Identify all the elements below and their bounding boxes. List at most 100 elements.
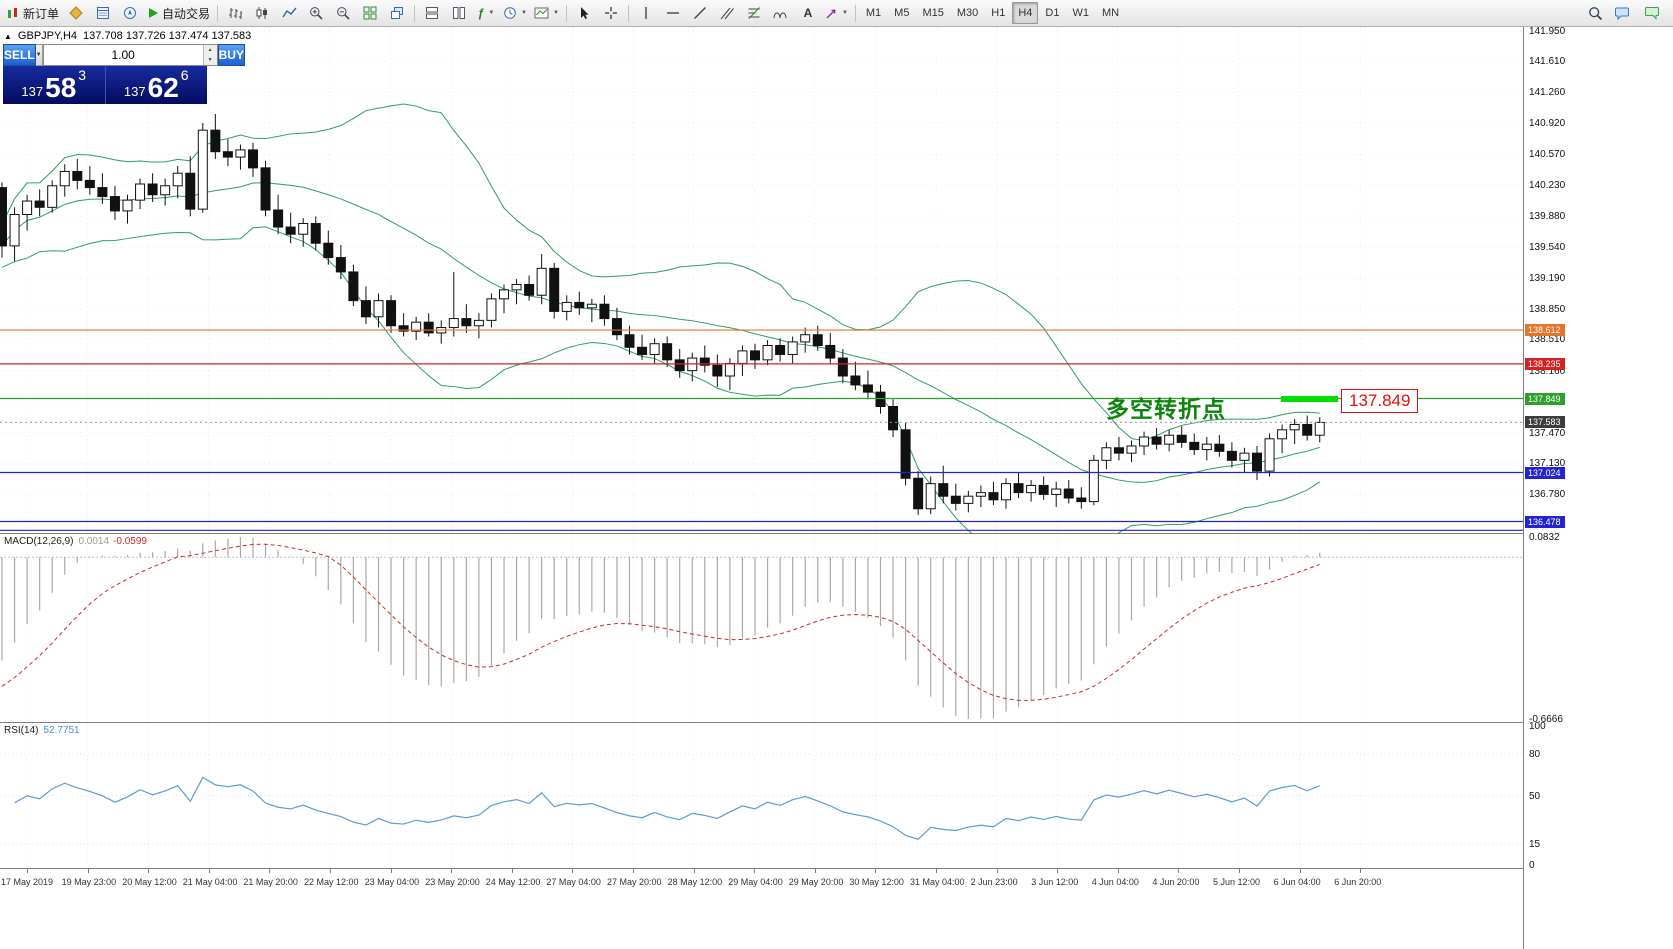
tf-d1-button[interactable]: D1 xyxy=(1039,2,1065,24)
time-tick xyxy=(87,869,89,873)
autotrade-button[interactable]: 自动交易 xyxy=(144,2,213,24)
tf-m1-button[interactable]: M1 xyxy=(860,2,887,24)
buy-price[interactable]: 137 62 6 xyxy=(104,66,208,104)
ohlc-quote: 137.708 137.726 137.474 137.583 xyxy=(83,30,252,42)
volume-decrease-button[interactable]: ▼ xyxy=(203,55,217,65)
zoom-out-button[interactable] xyxy=(330,2,356,24)
chevron-down-icon: ▼ xyxy=(841,10,848,16)
new-order-label: 新订单 xyxy=(23,6,60,21)
turning-point-marker[interactable] xyxy=(1281,396,1338,402)
templates-button[interactable]: ▼ xyxy=(531,2,562,24)
tf-m5-button[interactable]: M5 xyxy=(888,2,915,24)
tf-m15-button[interactable]: M15 xyxy=(916,2,949,24)
tile-vertical-button[interactable] xyxy=(446,2,472,24)
time-label: 6 Jun 20:00 xyxy=(1334,877,1382,887)
candlestick-chart[interactable] xyxy=(0,27,1523,533)
candlestick-chart-button[interactable] xyxy=(249,2,275,24)
tf-w1-button[interactable]: W1 xyxy=(1066,2,1095,24)
tf-mn-button[interactable]: MN xyxy=(1096,2,1125,24)
time-label: 28 May 12:00 xyxy=(667,877,723,887)
macd-label: MACD(12,26,9) 0.0014 -0.0599 xyxy=(4,536,147,547)
price-axis[interactable]: 141.950 141.610 141.260 140.920 140.570 140.2… xyxy=(1523,26,1673,949)
indicators-icon: ƒ xyxy=(477,6,485,20)
cascade-windows-button[interactable] xyxy=(384,2,410,24)
buy-button[interactable]: BUY xyxy=(217,44,245,66)
time-tick xyxy=(208,869,210,873)
macd-plot[interactable] xyxy=(0,534,1523,722)
cycle-lines-button[interactable] xyxy=(768,2,794,24)
time-tick xyxy=(814,869,816,873)
periods-button[interactable]: ▼ xyxy=(500,2,530,24)
crosshair-icon xyxy=(604,6,618,20)
symbol-header: ▲ GBPJPY,H4 137.708 137.726 137.474 137.… xyxy=(4,30,251,42)
trendline-button[interactable] xyxy=(687,2,713,24)
search-button[interactable] xyxy=(1582,2,1608,24)
tf-m30-button[interactable]: M30 xyxy=(951,2,984,24)
tf-label: W1 xyxy=(1072,7,1089,19)
macd-name: MACD(12,26,9) xyxy=(4,536,74,547)
time-label: 23 May 20:00 xyxy=(425,877,480,887)
tf-h1-button[interactable]: H1 xyxy=(985,2,1011,24)
market-watch-button[interactable] xyxy=(63,2,89,24)
time-label: 6 Jun 04:00 xyxy=(1273,877,1321,887)
price-tick: 138.850 xyxy=(1529,303,1566,315)
chat-button[interactable] xyxy=(1638,2,1664,24)
volume-input[interactable] xyxy=(43,45,203,65)
fibonacci-button[interactable] xyxy=(741,2,767,24)
horizontal-line-button[interactable] xyxy=(660,2,686,24)
time-label: 20 May 12:00 xyxy=(122,877,177,887)
one-click-trade-panel: SELL ▼ ▲ ▼ BUY 137 58 3 137 xyxy=(3,44,245,104)
price-tick: 139.880 xyxy=(1529,211,1566,223)
price-badge: 136.478 xyxy=(1525,515,1565,528)
crosshair-button[interactable] xyxy=(598,2,624,24)
sell-button[interactable]: SELL xyxy=(3,44,36,66)
tile-horizontal-icon xyxy=(425,6,439,20)
sell-price-pip: 3 xyxy=(78,67,87,83)
buy-price-prefix: 137 xyxy=(123,84,146,99)
community-button[interactable] xyxy=(1610,2,1636,24)
price-tick: 137.470 xyxy=(1529,427,1566,439)
sell-price[interactable]: 137 58 3 xyxy=(3,66,105,104)
main-chart-panel: ▲ GBPJPY,H4 137.708 137.726 137.474 137.… xyxy=(0,27,1523,533)
collapse-trade-panel-icon[interactable]: ▲ xyxy=(4,31,12,41)
play-icon xyxy=(147,6,159,20)
indicators-button[interactable]: ƒ ▼ xyxy=(473,2,499,24)
time-label: 5 Jun 12:00 xyxy=(1213,877,1261,887)
time-label: 3 Jun 12:00 xyxy=(1031,877,1079,887)
price-tick: 140.230 xyxy=(1529,179,1566,191)
tf-label: H1 xyxy=(991,7,1006,19)
panel-separator[interactable] xyxy=(0,722,1673,723)
tf-h4-button[interactable]: H4 xyxy=(1012,2,1039,24)
channel-button[interactable] xyxy=(714,2,740,24)
toolbar-separator xyxy=(627,4,629,22)
macd-axis-label: 0.0832 xyxy=(1529,532,1560,543)
time-tick xyxy=(1360,869,1362,873)
zoom-in-button[interactable] xyxy=(303,2,329,24)
vertical-line-icon xyxy=(641,6,651,20)
rsi-axis-label: 80 xyxy=(1529,748,1541,760)
panel-separator[interactable] xyxy=(0,533,1673,534)
order-type-dropdown[interactable]: ▼ xyxy=(35,44,43,66)
arrow-tool-button[interactable]: ▼ xyxy=(822,2,851,24)
template-icon xyxy=(534,6,549,20)
time-label: 31 May 04:00 xyxy=(910,877,965,887)
chevron-down-icon: ▼ xyxy=(488,10,495,16)
time-label: 29 May 20:00 xyxy=(788,877,844,887)
cursor-button[interactable] xyxy=(571,2,597,24)
text-button[interactable]: A xyxy=(795,2,821,24)
vertical-line-button[interactable] xyxy=(633,2,659,24)
chevron-down-icon: ▼ xyxy=(521,10,527,16)
bar-chart-button[interactable] xyxy=(222,2,248,24)
line-chart-button[interactable] xyxy=(276,2,302,24)
tile-horizontal-button[interactable] xyxy=(419,2,445,24)
tile-windows-button[interactable] xyxy=(357,2,383,24)
sell-price-prefix: 137 xyxy=(21,84,44,99)
volume-increase-button[interactable]: ▲ xyxy=(203,45,217,55)
time-tick xyxy=(1239,869,1240,873)
new-order-button[interactable]: 新订单 xyxy=(3,2,62,24)
data-window-button[interactable] xyxy=(90,2,116,24)
rsi-plot[interactable] xyxy=(0,723,1523,868)
time-axis[interactable]: 17 May 2019 19 May 23:00 20 May 12:00 21 Ma… xyxy=(0,869,1523,893)
panel-separator[interactable] xyxy=(0,868,1673,869)
navigator-button[interactable] xyxy=(117,2,143,24)
